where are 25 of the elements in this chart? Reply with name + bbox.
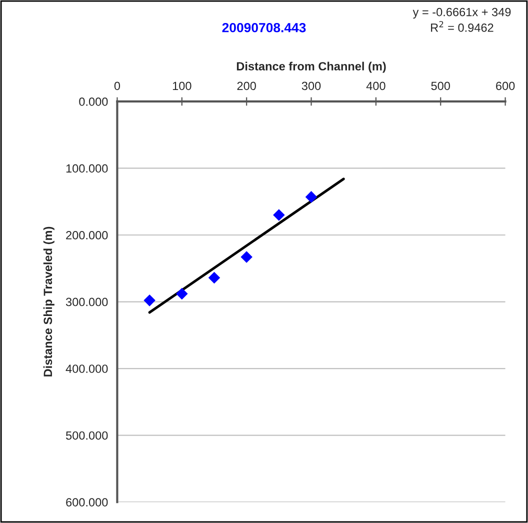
y-tick-label: 200.000: [66, 231, 108, 240]
point: [305, 191, 318, 203]
x-tick-label: 600: [496, 82, 515, 90]
y-tick-label: 300.000: [66, 298, 108, 306]
y-tick-label: 0.000: [79, 97, 108, 106]
x-tick-label: 100: [172, 82, 192, 90]
x-tick-label: 400: [366, 82, 386, 90]
point: [240, 251, 252, 263]
point: [208, 272, 220, 284]
point: [273, 209, 285, 221]
y-axis-title: Distance Ship Traveled (m): [43, 226, 54, 376]
y-tick-label: 100.000: [66, 164, 108, 173]
text: R$^{2}$ = 0.9462: [431, 21, 494, 32]
y-tick-label: 600.000: [66, 498, 108, 506]
x-tick-label: 300: [302, 82, 321, 90]
point: [176, 288, 188, 300]
y-tick-label: 500.000: [66, 431, 108, 440]
chart-title: 20090708.443: [222, 22, 306, 32]
point: [144, 294, 156, 306]
x-tick-label: 200: [237, 82, 256, 90]
text: y = -0.6661x + 349: [412, 8, 511, 19]
y-tick-label: 400.000: [66, 364, 108, 373]
x-tick-label: 0: [114, 82, 120, 90]
x-axis-title: Distance from Channel (m): [236, 62, 386, 73]
x-tick-label: 500: [431, 82, 450, 90]
